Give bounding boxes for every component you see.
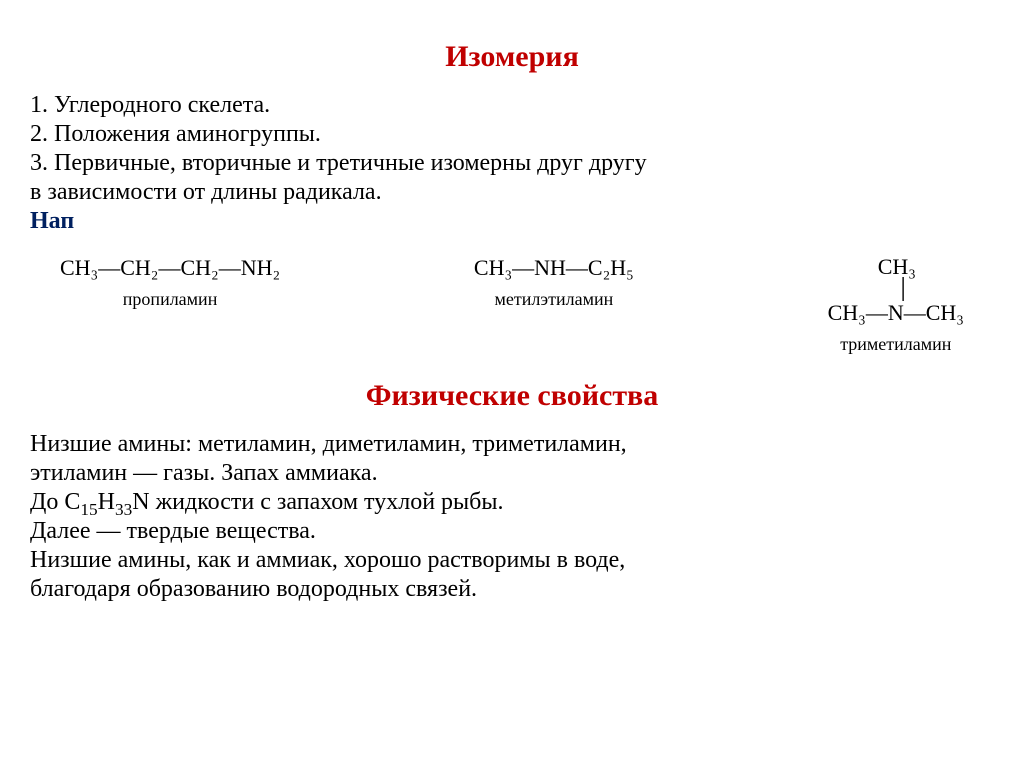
- isomerism-title: Изомерия: [30, 40, 994, 74]
- phys-line-2-sub2: 33: [115, 500, 132, 519]
- formula-tma-mid-left: CH₃—N: [828, 300, 904, 325]
- formula-methylethylamine: CH₃—NH—C₂H₅ метилэтиламин: [474, 255, 634, 310]
- phys-line-3: Далее — твердые вещества.: [30, 518, 994, 545]
- formula-trimethylamine-label: триметиламин: [828, 334, 964, 355]
- phys-line-4b: благодаря образованию водородных связей.: [30, 576, 994, 603]
- phys-line-2-pre: До C: [30, 489, 80, 515]
- formula-tma-top: CH₃: [828, 255, 964, 279]
- phys-line-2-post: N жидкости с запахом тухлой рыбы.: [132, 489, 503, 515]
- formula-tma-bond-icon: │: [828, 279, 964, 301]
- formula-trimethylamine-structure: CH₃ │ CH₃—N—CH₃: [828, 255, 964, 326]
- formula-tma-mid: CH₃—N—CH₃: [828, 301, 964, 325]
- isomerism-item-2: 2. Положения аминогруппы.: [30, 121, 994, 148]
- phys-line-2: До C15H33N жидкости с запахом тухлой рыб…: [30, 489, 994, 516]
- phys-line-1a: Низшие амины: метиламин, диметиламин, тр…: [30, 431, 994, 458]
- phys-line-2-mid: H: [98, 489, 115, 515]
- isomerism-item-3b: в зависимости от длины радикала.: [30, 179, 994, 206]
- formula-propylamine: CH₃—CH₂—CH₂—NH₂ пропиламин: [60, 255, 280, 310]
- phys-line-4a: Низшие амины, как и аммиак, хорошо раств…: [30, 547, 994, 574]
- formula-methylethylamine-label: метилэтиламин: [474, 289, 634, 310]
- isomerism-item-1: 1. Углеродного скелета.: [30, 92, 994, 119]
- physical-properties-body: Низшие амины: метиламин, диметиламин, тр…: [30, 431, 994, 603]
- phys-line-2-sub1: 15: [80, 500, 97, 519]
- physical-properties-title: Физические свойства: [30, 379, 994, 413]
- formula-propylamine-text: CH₃—CH₂—CH₂—NH₂: [60, 255, 280, 281]
- formula-tma-mid-right: —CH₃: [904, 300, 964, 325]
- isomerism-nap: Нап: [30, 208, 994, 235]
- formula-methylethylamine-text: CH₃—NH—C₂H₅: [474, 255, 634, 281]
- isomerism-item-3a: 3. Первичные, вторичные и третичные изом…: [30, 150, 994, 177]
- formula-row: CH₃—CH₂—CH₂—NH₂ пропиламин CH₃—NH—C₂H₅ м…: [30, 237, 994, 365]
- formula-propylamine-label: пропиламин: [60, 289, 280, 310]
- phys-line-1b: этиламин — газы. Запах аммиака.: [30, 460, 994, 487]
- formula-trimethylamine: CH₃ │ CH₃—N—CH₃ триметиламин: [828, 255, 964, 355]
- isomerism-list: 1. Углеродного скелета. 2. Положения ами…: [30, 92, 994, 235]
